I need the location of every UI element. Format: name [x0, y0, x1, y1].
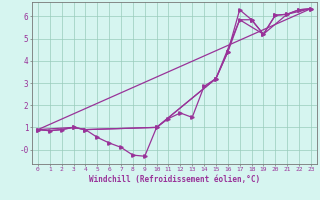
- X-axis label: Windchill (Refroidissement éolien,°C): Windchill (Refroidissement éolien,°C): [89, 175, 260, 184]
